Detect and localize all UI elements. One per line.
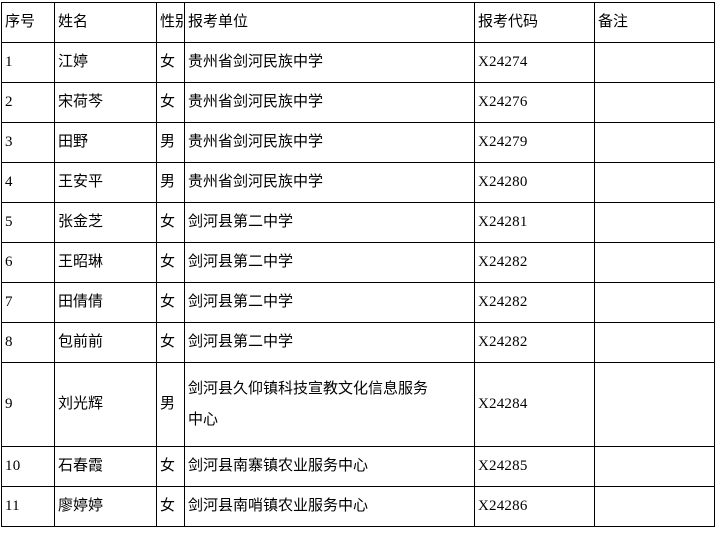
cell-note — [594, 202, 715, 243]
table-body: 1 江婷女贵州省剑河民族中学 X24274 2 宋荷芩女贵州省剑河民族中学 X24276 3… — [1, 42, 715, 527]
table-row: 7 田倩倩女剑河县第二中学 X24282 — [1, 282, 715, 323]
cell-name: 宋荷芩 — [54, 82, 157, 123]
column-header-unit: 报考单位 — [184, 2, 475, 43]
cell-unit: 贵州省剑河民族中学 — [184, 42, 475, 83]
cell-seq: 2 — [1, 82, 55, 123]
cell-gender: 女 — [156, 322, 185, 363]
cell-code: X24279 — [474, 122, 595, 163]
cell-gender: 男 — [156, 122, 185, 163]
cell-code: X24282 — [474, 242, 595, 283]
cell-name: 田野 — [54, 122, 157, 163]
cell-gender: 女 — [156, 446, 185, 487]
cell-unit: 贵州省剑河民族中学 — [184, 82, 475, 123]
cell-name: 石春霞 — [54, 446, 157, 487]
cell-seq: 6 — [1, 242, 55, 283]
table-row: 5 张金芝女剑河县第二中学 X24281 — [1, 202, 715, 243]
column-header-note: 备注 — [594, 2, 715, 43]
cell-unit: 贵州省剑河民族中学 — [184, 122, 475, 163]
cell-seq: 3 — [1, 122, 55, 163]
cell-name: 王昭琳 — [54, 242, 157, 283]
cell-unit: 剑河县南寨镇农业服务中心 — [184, 446, 475, 487]
cell-note — [594, 242, 715, 283]
cell-note — [594, 42, 715, 83]
cell-code: X24274 — [474, 42, 595, 83]
table-row: 11 廖婷婷女剑河县南哨镇农业服务中心 X24286 — [1, 486, 715, 527]
cell-gender: 女 — [156, 282, 185, 323]
table-row: 3 田野男贵州省剑河民族中学 X24279 — [1, 122, 715, 163]
cell-unit: 贵州省剑河民族中学 — [184, 162, 475, 203]
cell-note — [594, 82, 715, 123]
cell-code: X24282 — [474, 282, 595, 323]
cell-seq: 8 — [1, 322, 55, 363]
table-row: 9 刘光辉男剑河县久仰镇科技宣教文化信息服务 中心 X24284 — [1, 362, 715, 447]
cell-gender: 男 — [156, 162, 185, 203]
cell-name: 廖婷婷 — [54, 486, 157, 527]
cell-name: 田倩倩 — [54, 282, 157, 323]
column-header-seq: 序号 — [1, 2, 55, 43]
cell-unit: 剑河县第二中学 — [184, 322, 475, 363]
cell-note — [594, 282, 715, 323]
cell-unit: 剑河县第二中学 — [184, 282, 475, 323]
cell-note — [594, 162, 715, 203]
cell-unit: 剑河县第二中学 — [184, 202, 475, 243]
cell-gender: 女 — [156, 82, 185, 123]
table-row: 10 石春霞女剑河县南寨镇农业服务中心 X24285 — [1, 446, 715, 487]
cell-code: X24276 — [474, 82, 595, 123]
cell-note — [594, 362, 715, 447]
cell-seq: 7 — [1, 282, 55, 323]
cell-unit-line-1: 剑河县久仰镇科技宣教文化信息服务 — [188, 380, 429, 397]
column-header-sex: 性别 — [156, 2, 185, 43]
header-row: 序号 姓名 性别 报考单位 报考代码 备注 — [1, 2, 715, 43]
cell-code: X24282 — [474, 322, 595, 363]
cell-gender: 男 — [156, 362, 185, 447]
cell-name: 张金芝 — [54, 202, 157, 243]
cell-name: 王安平 — [54, 162, 157, 203]
cell-seq: 1 — [1, 42, 55, 83]
cell-unit: 剑河县久仰镇科技宣教文化信息服务 中心 — [184, 362, 475, 447]
table-header: 序号 姓名 性别 报考单位 报考代码 备注 — [1, 2, 715, 43]
cell-gender: 女 — [156, 42, 185, 83]
cell-unit: 剑河县南哨镇农业服务中心 — [184, 486, 475, 527]
cell-name: 江婷 — [54, 42, 157, 83]
table-row: 6 王昭琳女剑河县第二中学 X24282 — [1, 242, 715, 283]
cell-gender: 女 — [156, 486, 185, 527]
column-header-code: 报考代码 — [474, 2, 595, 43]
table-row: 1 江婷女贵州省剑河民族中学 X24274 — [1, 42, 715, 83]
cell-note — [594, 486, 715, 527]
cell-name: 包前前 — [54, 322, 157, 363]
cell-seq: 9 — [1, 362, 55, 447]
column-header-name: 姓名 — [54, 2, 157, 43]
cell-gender: 女 — [156, 242, 185, 283]
cell-unit: 剑河县第二中学 — [184, 242, 475, 283]
cell-seq: 5 — [1, 202, 55, 243]
cell-code: X24284 — [474, 362, 595, 447]
table-row: 8 包前前女剑河县第二中学 X24282 — [1, 322, 715, 363]
cell-seq: 4 — [1, 162, 55, 203]
cell-seq: 11 — [1, 486, 55, 527]
table-row: 2 宋荷芩女贵州省剑河民族中学 X24276 — [1, 82, 715, 123]
cell-note — [594, 322, 715, 363]
cell-code: X24281 — [474, 202, 595, 243]
table-row: 4 王安平男贵州省剑河民族中学 X24280 — [1, 162, 715, 203]
cell-unit-line-2: 中心 — [188, 411, 219, 428]
cell-name: 刘光辉 — [54, 362, 157, 447]
cell-note — [594, 122, 715, 163]
cell-gender: 女 — [156, 202, 185, 243]
cell-seq: 10 — [1, 446, 55, 487]
cell-code: X24285 — [474, 446, 595, 487]
cell-code: X24280 — [474, 162, 595, 203]
cell-note — [594, 446, 715, 487]
cell-code: X24286 — [474, 486, 595, 527]
applicant-roster-table: 序号 姓名 性别 报考单位 报考代码 备注 1江婷女贵州省剑河民族中学X2427… — [1, 2, 715, 527]
